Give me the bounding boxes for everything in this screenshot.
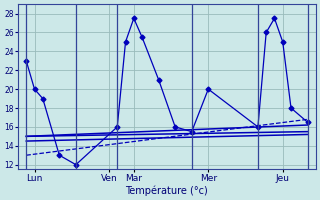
X-axis label: Température (°c): Température (°c) bbox=[125, 185, 208, 196]
